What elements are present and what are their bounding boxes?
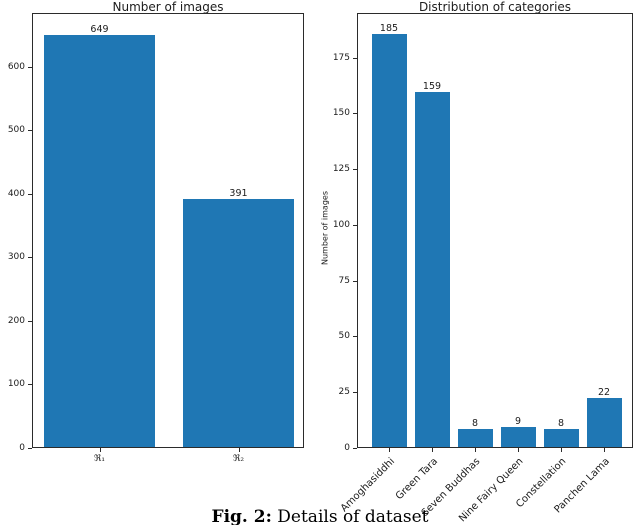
bar-value-label: 185	[379, 23, 399, 35]
x-tick-mark	[99, 448, 101, 452]
bar-Panchen Lama	[586, 397, 622, 447]
y-tick-label: 125	[332, 164, 350, 175]
x-tick-mark	[432, 448, 433, 452]
y-tick-mark	[353, 113, 357, 115]
y-tick-label: 150	[332, 108, 350, 119]
left-chart-plot-area: 0 100 200 300 400 500 600 649 ℜ₁ 391 ℜ₂	[8, 13, 304, 464]
y-tick-label: 400	[7, 188, 25, 199]
bar-Constellation	[543, 429, 579, 447]
bar-value-label: 391	[229, 187, 248, 199]
y-tick-label: 100	[7, 379, 25, 390]
y-tick-mark	[353, 336, 357, 338]
x-tick-label: Green Tara	[393, 456, 440, 503]
bar-Seven Buddhas	[457, 429, 493, 447]
y-tick-mark	[28, 320, 32, 322]
y-tick-mark	[28, 66, 32, 68]
y-tick-mark	[353, 57, 357, 59]
y-tick-label: 500	[7, 125, 25, 136]
bar-value-label: 8	[471, 418, 479, 430]
right-chart-plot-area: 0 25 50 75 100 125 150 175 185 Amoghasiddhi 159 Gre…	[320, 13, 633, 524]
figure-caption: Fig. 2: Details of dataset	[0, 507, 640, 525]
x-tick-label: ℜ₂	[233, 454, 244, 464]
bar-value-label: 159	[422, 81, 442, 93]
y-tick-mark	[353, 280, 357, 282]
bar-Nine Fairy Queen	[500, 426, 536, 447]
y-tick-label: 175	[332, 52, 350, 63]
y-tick-label: 300	[7, 252, 25, 263]
y-tick-label: 200	[7, 315, 25, 326]
y-tick-label: 100	[332, 219, 350, 230]
x-tick-label: Amoghasiddhi	[338, 456, 397, 515]
y-tick-label: 0	[344, 443, 350, 453]
y-tick-mark	[353, 224, 357, 226]
x-tick-mark	[238, 448, 240, 452]
bar-ℜ₂	[183, 198, 294, 447]
y-tick-label: 25	[338, 387, 350, 398]
y-tick-mark	[28, 384, 32, 386]
x-tick-label: ℜ₁	[94, 454, 105, 464]
y-tick-mark	[28, 193, 32, 195]
y-tick-mark	[28, 257, 32, 259]
bar-Green Tara	[414, 92, 450, 447]
x-tick-mark	[389, 448, 390, 452]
bar-ℜ₁	[44, 34, 155, 447]
bar-value-label: 22	[597, 386, 611, 398]
x-tick-mark	[518, 448, 519, 452]
y-tick-mark	[353, 169, 357, 171]
y-tick-mark	[353, 448, 357, 449]
x-tick-mark	[475, 448, 476, 452]
y-tick-label: 600	[7, 61, 25, 72]
y-tick-mark	[28, 448, 32, 449]
left-chart-title: Number of images	[112, 0, 224, 14]
bar-value-label: 649	[90, 23, 109, 35]
figure-caption-text: Details of dataset	[277, 507, 429, 525]
bar-value-label: 9	[514, 415, 522, 427]
x-tick-mark	[604, 448, 605, 452]
y-tick-label: 75	[338, 275, 350, 286]
x-tick-mark	[561, 448, 562, 452]
right-chart-title: Distribution of categories	[418, 0, 572, 14]
figure-caption-label: Fig. 2:	[211, 507, 272, 525]
y-tick-label: 50	[338, 331, 350, 342]
bar-value-label: 8	[557, 418, 565, 430]
y-tick-mark	[28, 130, 32, 132]
bar-Amoghasiddhi	[371, 34, 407, 447]
y-tick-label: 0	[19, 443, 25, 453]
y-tick-mark	[353, 392, 357, 394]
y-axis-label: Number of images	[320, 190, 329, 266]
